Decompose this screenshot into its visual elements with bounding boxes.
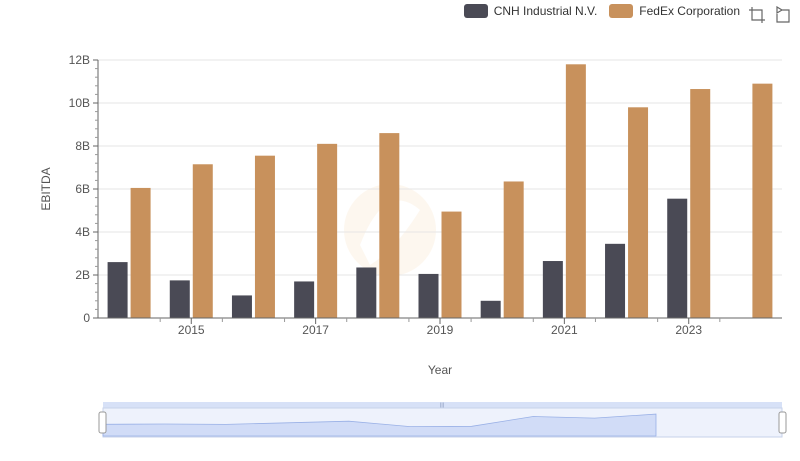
bar-fedex-2021[interactable] (565, 64, 586, 318)
restore-icon[interactable] (774, 6, 792, 24)
bar-cnh-2019[interactable] (418, 273, 439, 318)
x-tick-label: 2017 (302, 323, 329, 337)
bar-cnh-2015[interactable] (169, 280, 190, 318)
x-tick-label: 2019 (427, 323, 454, 337)
x-axis: 2015 2017 2019 2021 2023 (98, 317, 782, 337)
zoom-grip[interactable]: ||| (440, 403, 445, 409)
zoom-icon[interactable] (748, 6, 766, 24)
legend-label-fedex: FedEx Corporation (639, 4, 740, 18)
zoom-preview-area (102, 413, 657, 437)
bar-fedex-2022[interactable] (628, 107, 649, 318)
y-tick-label: 4B (75, 225, 90, 239)
x-tick-label: 2023 (675, 323, 702, 337)
x-axis-label: Year (428, 363, 452, 377)
x-tick-label: 2021 (551, 323, 578, 337)
toolbox (748, 6, 792, 24)
y-tick-label: 2B (75, 268, 90, 282)
y-tick-label: 6B (75, 182, 90, 196)
y-axis-label: EBITDA (39, 167, 53, 210)
bar-fedex-2020[interactable] (503, 181, 524, 318)
bar-cnh-2017[interactable] (294, 281, 315, 318)
data-zoom-slider[interactable]: ||| (98, 402, 787, 438)
legend-item-fedex[interactable]: FedEx Corporation (609, 4, 740, 18)
bar-fedex-2016[interactable] (254, 155, 275, 318)
bar-fedex-2014[interactable] (130, 187, 151, 318)
y-tick-label: 8B (75, 139, 90, 153)
y-tick-label: 12B (69, 53, 90, 67)
zoom-handle-right[interactable] (778, 411, 787, 434)
bar-fedex-2023[interactable] (690, 89, 711, 319)
bar-cnh-2021[interactable] (542, 261, 563, 318)
bar-cnh-2018[interactable] (356, 267, 377, 318)
bar-cnh-2023[interactable] (667, 198, 688, 318)
bar-fedex-2018[interactable] (379, 133, 400, 318)
bar-cnh-2016[interactable] (231, 295, 252, 318)
y-axis: 0 2B 4B 6B 8B 10B 12B (69, 53, 99, 325)
y-tick-label: 0 (83, 311, 90, 325)
legend-label-cnh: CNH Industrial N.V. (493, 4, 598, 18)
legend-swatch-fedex (609, 4, 634, 18)
bar-fedex-2019[interactable] (441, 211, 462, 318)
y-tick-label: 10B (69, 96, 90, 110)
legend: CNH Industrial N.V. FedEx Corporation (463, 4, 740, 18)
bar-fedex-2024[interactable] (752, 83, 773, 319)
bar-cnh-2022[interactable] (605, 243, 626, 318)
bar-cnh-2020[interactable] (480, 300, 501, 318)
bar-fedex-2017[interactable] (317, 143, 338, 318)
bar-fedex-2015[interactable] (192, 164, 213, 318)
bar-cnh-2014[interactable] (107, 262, 128, 318)
bars (107, 64, 773, 319)
legend-item-cnh[interactable]: CNH Industrial N.V. (463, 4, 598, 18)
x-tick-label: 2015 (178, 323, 205, 337)
zoom-handle-left[interactable] (98, 411, 107, 434)
legend-swatch-cnh (463, 4, 488, 18)
zoom-top-bar[interactable] (103, 402, 782, 408)
